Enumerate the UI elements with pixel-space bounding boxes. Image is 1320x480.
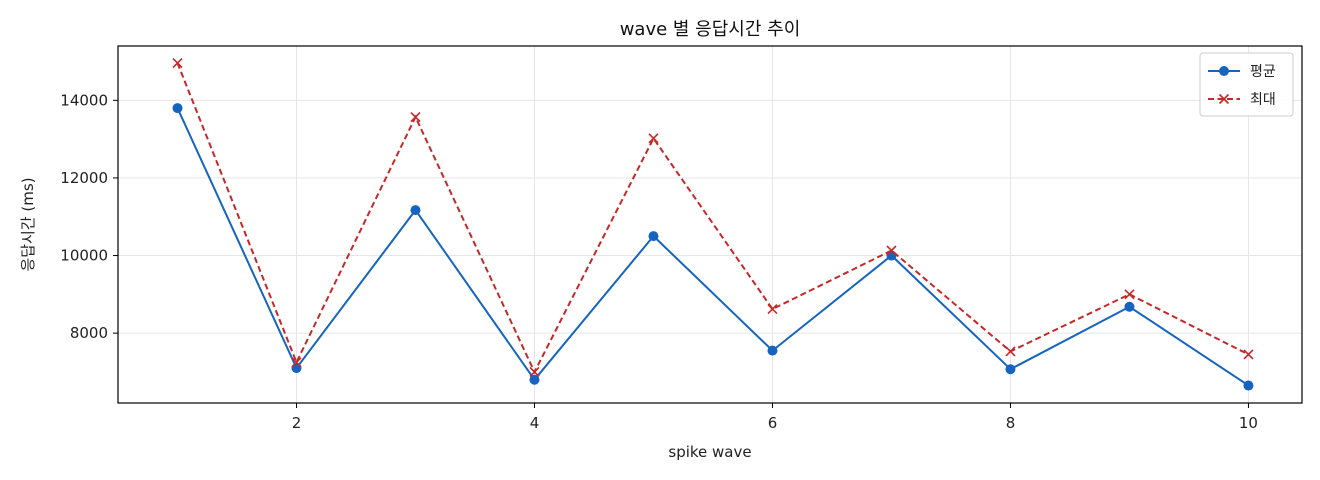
data-point-stroke [1124,289,1135,300]
y-tick-label: 10000 [60,247,108,265]
x-tick-label: 2 [292,414,302,432]
data-point [291,363,302,374]
grid-layer [118,46,1302,403]
series-layer [172,58,1254,391]
data-point [410,111,421,123]
x-tick-label: 6 [768,414,778,432]
y-tick-label: 14000 [60,91,108,109]
x-tick-label: 4 [530,414,540,432]
tick-layer: 2 4 6 8 10 8000 10000 12000 14000 [60,91,1258,432]
y-tick-label: 12000 [60,169,108,187]
data-point [1005,346,1016,357]
series-line [176,62,1249,375]
x-axis-label: spike wave [668,443,751,461]
legend-marker-stroke [1218,93,1230,105]
data-point [410,205,421,216]
data-point [1124,301,1135,312]
y-axis-label: 응답시간 (ms) [19,177,37,271]
data-point [291,357,302,368]
data-point-stroke [172,58,183,69]
data-point-stroke [886,245,897,256]
data-point-stroke [1005,346,1016,357]
data-point [1005,364,1016,375]
data-point [648,231,659,242]
series-line [176,107,1250,387]
data-point [767,345,778,356]
data-point [1243,349,1254,360]
data-point-stroke [648,133,659,144]
chart-title: wave 별 응답시간 추이 [620,19,801,40]
data-point-stroke [291,357,302,368]
data-point [172,103,183,114]
legend-box [1199,52,1294,117]
legend-label: 최대 [1250,92,1276,108]
data-point [886,245,897,256]
data-point [1124,289,1135,300]
data-point [529,374,540,385]
data-point [172,58,183,69]
data-point [767,304,778,315]
legend-label: 평균 [1250,64,1276,80]
data-point-stroke [410,111,421,123]
y-tick-label: 8000 [70,324,108,342]
series-2 [172,58,1254,378]
plot-frame [117,45,1303,404]
legend-marker [1218,93,1230,105]
x-tick-label: 8 [1006,414,1016,432]
data-point [648,133,659,144]
legend-marker [1219,66,1229,76]
data-point-stroke [767,304,778,315]
data-point-stroke [529,366,540,378]
series-1 [172,103,1254,391]
x-tick-label: 10 [1239,414,1258,432]
data-point [1243,380,1254,391]
data-point [529,366,540,378]
data-point-stroke [1243,349,1254,360]
